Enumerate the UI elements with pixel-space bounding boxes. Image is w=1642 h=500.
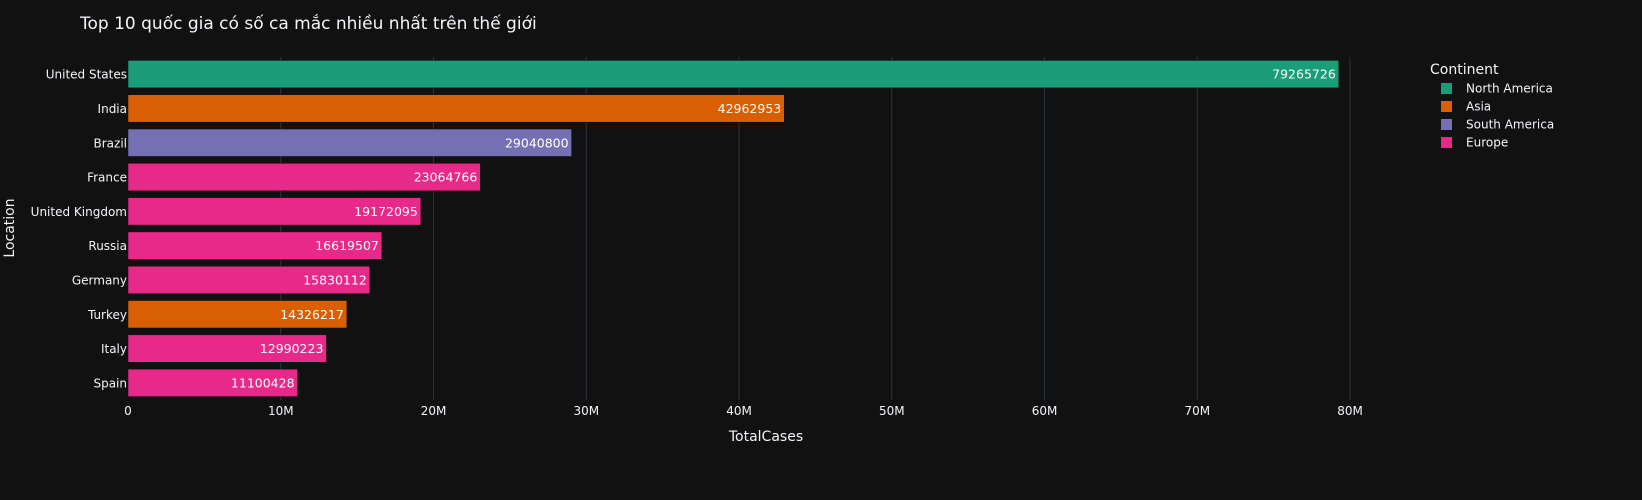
legend-label: South America	[1466, 118, 1554, 132]
bar-value-label: 42962953	[718, 101, 782, 116]
bar-germany[interactable]	[127, 265, 371, 294]
bar-spain[interactable]	[127, 368, 298, 397]
y-tick-label: United States	[46, 68, 127, 82]
legend-label: North America	[1466, 82, 1553, 96]
bar-label-layer: 79265726 42962953 29040800 23064766 19172095…	[231, 67, 1336, 391]
legend[interactable]: Continent North America Asia South America…	[1430, 62, 1554, 150]
legend-items: North America Asia South America Europe	[1441, 82, 1554, 150]
x-tick-label: 0	[124, 404, 132, 418]
legend-item[interactable]: North America	[1441, 82, 1553, 96]
y-tick-label: Spain	[93, 376, 127, 390]
y-tick-label: France	[87, 171, 127, 185]
x-tick-label: 60M	[1032, 404, 1058, 418]
legend-item[interactable]: Asia	[1441, 100, 1491, 114]
bar-value-label: 23064766	[414, 170, 478, 185]
bar-brazil[interactable]	[127, 128, 572, 157]
bar-layer	[127, 60, 1340, 397]
y-tick-label: Turkey	[87, 308, 127, 322]
y-tick-label: Russia	[88, 239, 127, 253]
bar-russia[interactable]	[127, 231, 383, 260]
bar-value-label: 11100428	[231, 375, 295, 390]
legend-item[interactable]: South America	[1441, 118, 1554, 132]
bar-value-label: 16619507	[315, 238, 379, 253]
legend-swatch	[1441, 101, 1452, 112]
bar-value-label: 19172095	[354, 204, 418, 219]
bar-value-label: 29040800	[505, 135, 569, 150]
y-tick-layer: United States India Brazil France United Kin…	[31, 68, 127, 391]
legend-title: Continent	[1430, 62, 1499, 78]
x-tick-label: 30M	[573, 404, 599, 418]
bar-india[interactable]	[127, 94, 785, 123]
x-tick-label: 40M	[726, 404, 752, 418]
bar-value-label: 12990223	[260, 341, 324, 356]
bar-italy[interactable]	[127, 334, 327, 363]
bar-value-label: 15830112	[303, 272, 367, 287]
bar-value-label: 14326217	[280, 307, 344, 322]
legend-label: Europe	[1466, 136, 1508, 150]
legend-swatch	[1441, 119, 1452, 130]
y-tick-label: Germany	[72, 273, 127, 287]
legend-item[interactable]: Europe	[1441, 136, 1508, 150]
y-tick-label: India	[98, 102, 127, 116]
y-tick-label: Brazil	[94, 136, 128, 150]
bar-france[interactable]	[127, 163, 481, 192]
x-tick-label: 10M	[268, 404, 294, 418]
bar-united-kingdom[interactable]	[127, 197, 422, 226]
x-tick-layer: 0 10M 20M 30M 40M 50M 60M 70M 80M	[124, 404, 1363, 418]
x-tick-label: 50M	[879, 404, 905, 418]
x-axis-title: TotalCases	[728, 429, 803, 445]
legend-swatch	[1441, 137, 1452, 148]
bar-value-label: 79265726	[1272, 67, 1336, 82]
legend-label: Asia	[1466, 100, 1491, 114]
y-tick-label: United Kingdom	[31, 205, 127, 219]
chart-title: Top 10 quốc gia có số ca mắc nhiều nhất …	[79, 13, 537, 34]
y-axis-title: Location	[2, 198, 18, 257]
bar-turkey[interactable]	[127, 300, 348, 329]
y-tick-label: Italy	[101, 342, 127, 356]
legend-swatch	[1441, 83, 1452, 94]
bar-united-states[interactable]	[127, 60, 1340, 89]
x-tick-label: 80M	[1337, 404, 1363, 418]
x-tick-label: 20M	[421, 404, 447, 418]
x-tick-label: 70M	[1184, 404, 1210, 418]
